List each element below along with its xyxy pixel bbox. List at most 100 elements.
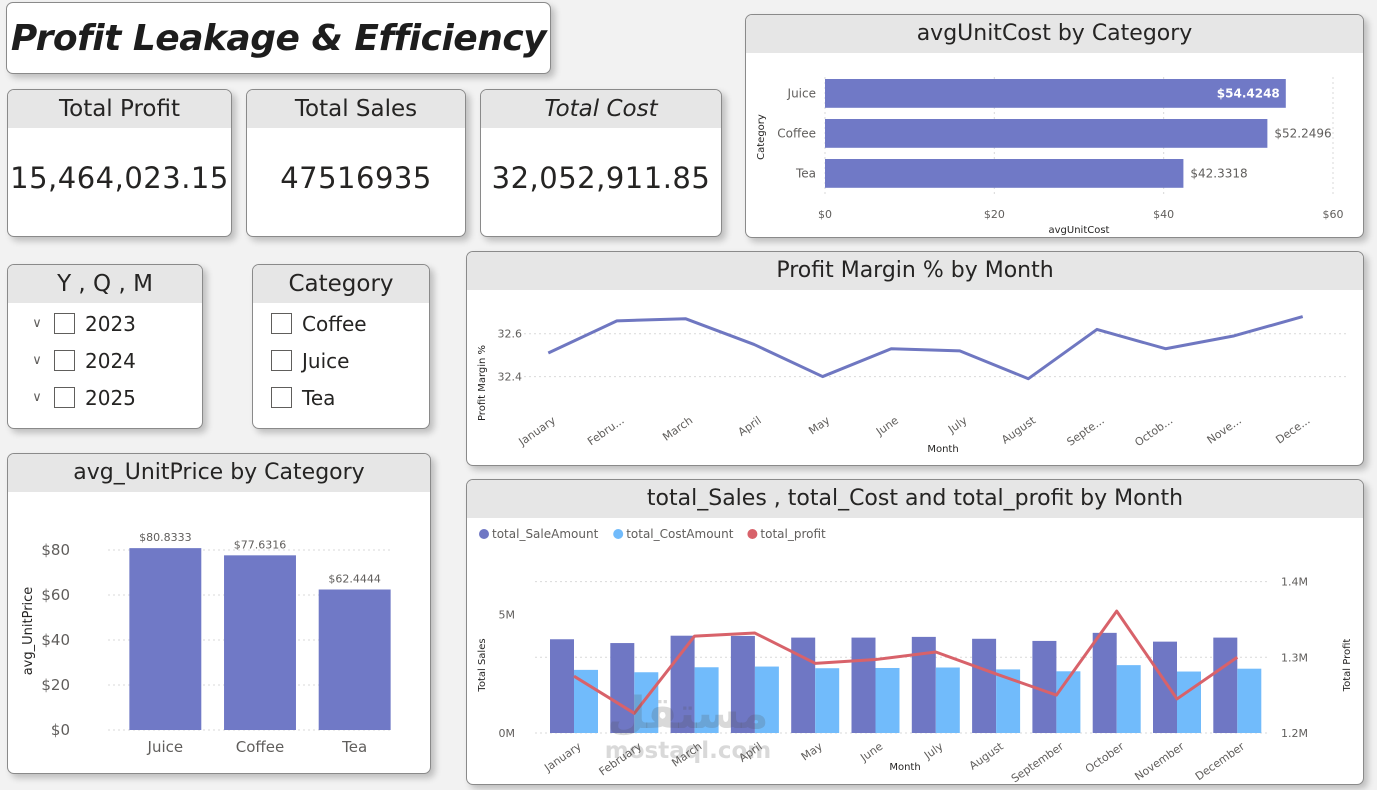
x-tick-label: January <box>541 740 584 775</box>
x-tick-label: September <box>1009 740 1067 784</box>
chart-title: total_Sales , total_Cost and total_profi… <box>467 480 1363 518</box>
chart-sales-cost-profit: total_Sales , total_Cost and total_profi… <box>466 479 1364 785</box>
slicer-item-label: 2023 <box>85 311 136 336</box>
chevron-down-icon[interactable]: ∨ <box>32 316 42 331</box>
slicer-date: Y , Q , M ∨ 2023 ∨ 2024 ∨ 2025 <box>7 264 203 429</box>
legend-marker <box>479 529 489 539</box>
kpi-card-total-profit[interactable]: Total Profit 15,464,023.15 <box>7 89 232 237</box>
data-label: $62.4444 <box>328 573 381 586</box>
checkbox[interactable] <box>271 350 292 371</box>
bar <box>825 159 1184 188</box>
legend-label: total_CostAmount <box>626 527 734 541</box>
kpi-card-total-sales[interactable]: Total Sales 47516935 <box>246 89 466 237</box>
slicer-date-item[interactable]: ∨ 2024 <box>8 342 202 379</box>
data-label: $52.2496 <box>1274 126 1331 140</box>
bar-cost <box>754 666 779 733</box>
dashboard-title-card: Profit Leakage & Efficiency <box>6 2 551 74</box>
legend-label: total_SaleAmount <box>492 527 599 541</box>
slicer-category-item[interactable]: Tea <box>271 379 429 416</box>
slicer-item-label: 2025 <box>85 385 136 410</box>
chart-title: avg_UnitPrice by Category <box>8 454 430 492</box>
data-label: $80.8333 <box>139 531 192 544</box>
x-tick-label: $60 <box>1323 208 1344 221</box>
bar <box>224 555 296 730</box>
x-tick-label: $0 <box>818 208 832 221</box>
kpi-value: 47516935 <box>280 161 432 195</box>
checkbox[interactable] <box>54 387 75 408</box>
bar-cost <box>875 667 900 733</box>
y2-tick-label: 1.2M <box>1281 727 1308 740</box>
x-tick-label: July <box>945 414 970 437</box>
slicer-category-item[interactable]: Coffee <box>271 305 429 342</box>
bar-cost <box>935 667 960 733</box>
chevron-down-icon[interactable]: ∨ <box>32 390 42 405</box>
x-tick-label: Juice <box>147 738 184 756</box>
slicer-date-item[interactable]: ∨ 2025 <box>8 379 202 416</box>
slicer-item-label: Juice <box>302 348 350 373</box>
x-tick-label: August <box>967 739 1007 772</box>
legend-marker <box>613 529 624 539</box>
bar-cost <box>634 672 659 733</box>
x-tick-label: October <box>1083 740 1127 776</box>
y-axis-title: Profit Margin % <box>477 345 488 421</box>
data-label: $77.6316 <box>234 538 287 551</box>
slicer-category-item[interactable]: Juice <box>271 342 429 379</box>
kpi-label: Total Profit <box>8 90 231 128</box>
x-axis-title: Month <box>889 762 920 773</box>
slicer-date-item[interactable]: ∨ 2023 <box>8 305 202 342</box>
x-tick-label: Nove... <box>1205 414 1244 447</box>
checkbox[interactable] <box>54 350 75 371</box>
slicer-date-header: Y , Q , M <box>8 265 202 303</box>
x-tick-label: Dece... <box>1273 414 1312 447</box>
y-tick-label: $80 <box>41 541 70 559</box>
legend-label: total_profit <box>760 527 826 541</box>
x-tick-label: August <box>999 413 1039 446</box>
data-label: $42.3318 <box>1190 166 1247 180</box>
x-tick-label: June <box>857 740 885 765</box>
x-tick-label: November <box>1132 740 1187 784</box>
checkbox[interactable] <box>54 313 75 334</box>
legend-marker <box>747 529 758 539</box>
x-axis-title: Month <box>927 444 958 455</box>
y-tick-label: 0M <box>499 727 516 740</box>
avg-unit-price-plot: $0 $20 $40 $60 $80 $80.8333 Juice $77.6316 Coffe… <box>21 531 392 756</box>
slicer-category: Category Coffee Juice Tea <box>252 264 430 429</box>
y-tick-label: $20 <box>41 676 70 694</box>
x-tick-label: $20 <box>984 208 1005 221</box>
bar-sales <box>550 639 574 733</box>
x-tick-label: March <box>669 740 704 770</box>
category-label: Juice <box>787 86 816 100</box>
bar-cost <box>815 668 840 733</box>
bar-sales <box>1153 641 1177 733</box>
kpi-label: Total Cost <box>481 90 721 128</box>
y-axis-title: avg_UnitPrice <box>21 587 36 676</box>
slicer-item-label: Coffee <box>302 311 367 336</box>
bar-cost <box>1116 665 1141 733</box>
y-axis-title: Total Sales <box>477 638 488 692</box>
x-tick-label: Tea <box>341 738 367 756</box>
y-tick-label: 32.6 <box>498 328 523 341</box>
chevron-down-icon[interactable]: ∨ <box>32 353 42 368</box>
checkbox[interactable] <box>271 387 292 408</box>
bar <box>129 548 202 730</box>
bar-sales <box>610 643 635 733</box>
chart-avg-unit-price: avg_UnitPrice by Category $0 $20 $40 $60 $80… <box>7 453 431 774</box>
x-tick-label: $40 <box>1153 208 1174 221</box>
y2-axis-title: Total Profit <box>1342 639 1353 693</box>
bar-cost <box>1177 671 1201 733</box>
x-tick-label: Febru... <box>585 414 626 448</box>
bar-cost <box>694 667 719 733</box>
x-tick-label: January <box>516 414 559 449</box>
kpi-card-total-cost[interactable]: Total Cost 32,052,911.85 <box>480 89 722 237</box>
kpi-value: 15,464,023.15 <box>10 161 229 195</box>
y-axis-title: Category <box>756 114 767 160</box>
bar <box>825 79 1286 108</box>
category-label: Coffee <box>777 126 816 140</box>
category-label: Tea <box>795 166 816 180</box>
x-tick-label: Septe... <box>1065 414 1107 449</box>
bar <box>318 589 391 730</box>
bar-sales <box>851 637 876 733</box>
x-tick-label: Coffee <box>236 738 284 756</box>
dashboard-title: Profit Leakage & Efficiency <box>10 17 547 59</box>
checkbox[interactable] <box>271 313 292 334</box>
